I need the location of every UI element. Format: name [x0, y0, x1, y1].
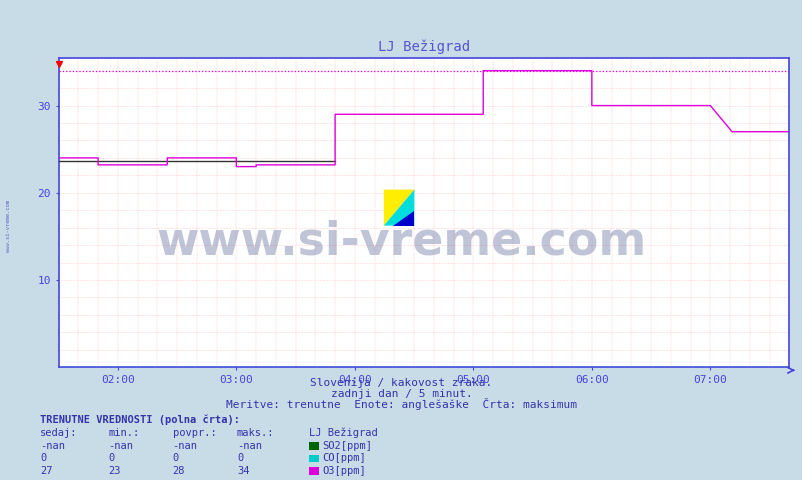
Text: www.si-vreme.com: www.si-vreme.com: [6, 200, 11, 252]
Text: 0: 0: [40, 453, 47, 463]
Text: CO[ppm]: CO[ppm]: [322, 453, 365, 463]
Text: 0: 0: [237, 453, 243, 463]
Text: povpr.:: povpr.:: [172, 428, 216, 438]
Text: -nan: -nan: [172, 441, 197, 451]
Text: 27: 27: [40, 466, 53, 476]
Text: Meritve: trenutne  Enote: anglešaške  Črta: maksimum: Meritve: trenutne Enote: anglešaške Črta…: [225, 398, 577, 410]
Text: min.:: min.:: [108, 428, 140, 438]
Text: -nan: -nan: [108, 441, 133, 451]
Text: Slovenija / kakovost zraka.: Slovenija / kakovost zraka.: [310, 378, 492, 388]
Text: www.si-vreme.com: www.si-vreme.com: [156, 220, 646, 265]
Text: TRENUTNE VREDNOSTI (polna črta):: TRENUTNE VREDNOSTI (polna črta):: [40, 415, 240, 425]
Text: 28: 28: [172, 466, 185, 476]
Text: maks.:: maks.:: [237, 428, 274, 438]
Text: zadnji dan / 5 minut.: zadnji dan / 5 minut.: [330, 389, 472, 399]
Text: LJ Bežigrad: LJ Bežigrad: [309, 428, 378, 438]
Text: 23: 23: [108, 466, 121, 476]
Text: 0: 0: [108, 453, 115, 463]
Text: sedaj:: sedaj:: [40, 428, 78, 438]
Text: 34: 34: [237, 466, 249, 476]
Text: SO2[ppm]: SO2[ppm]: [322, 441, 371, 451]
Text: -nan: -nan: [237, 441, 261, 451]
Title: LJ Bežigrad: LJ Bežigrad: [378, 39, 469, 54]
Text: O3[ppm]: O3[ppm]: [322, 466, 365, 476]
Text: 0: 0: [172, 453, 179, 463]
Text: -nan: -nan: [40, 441, 65, 451]
